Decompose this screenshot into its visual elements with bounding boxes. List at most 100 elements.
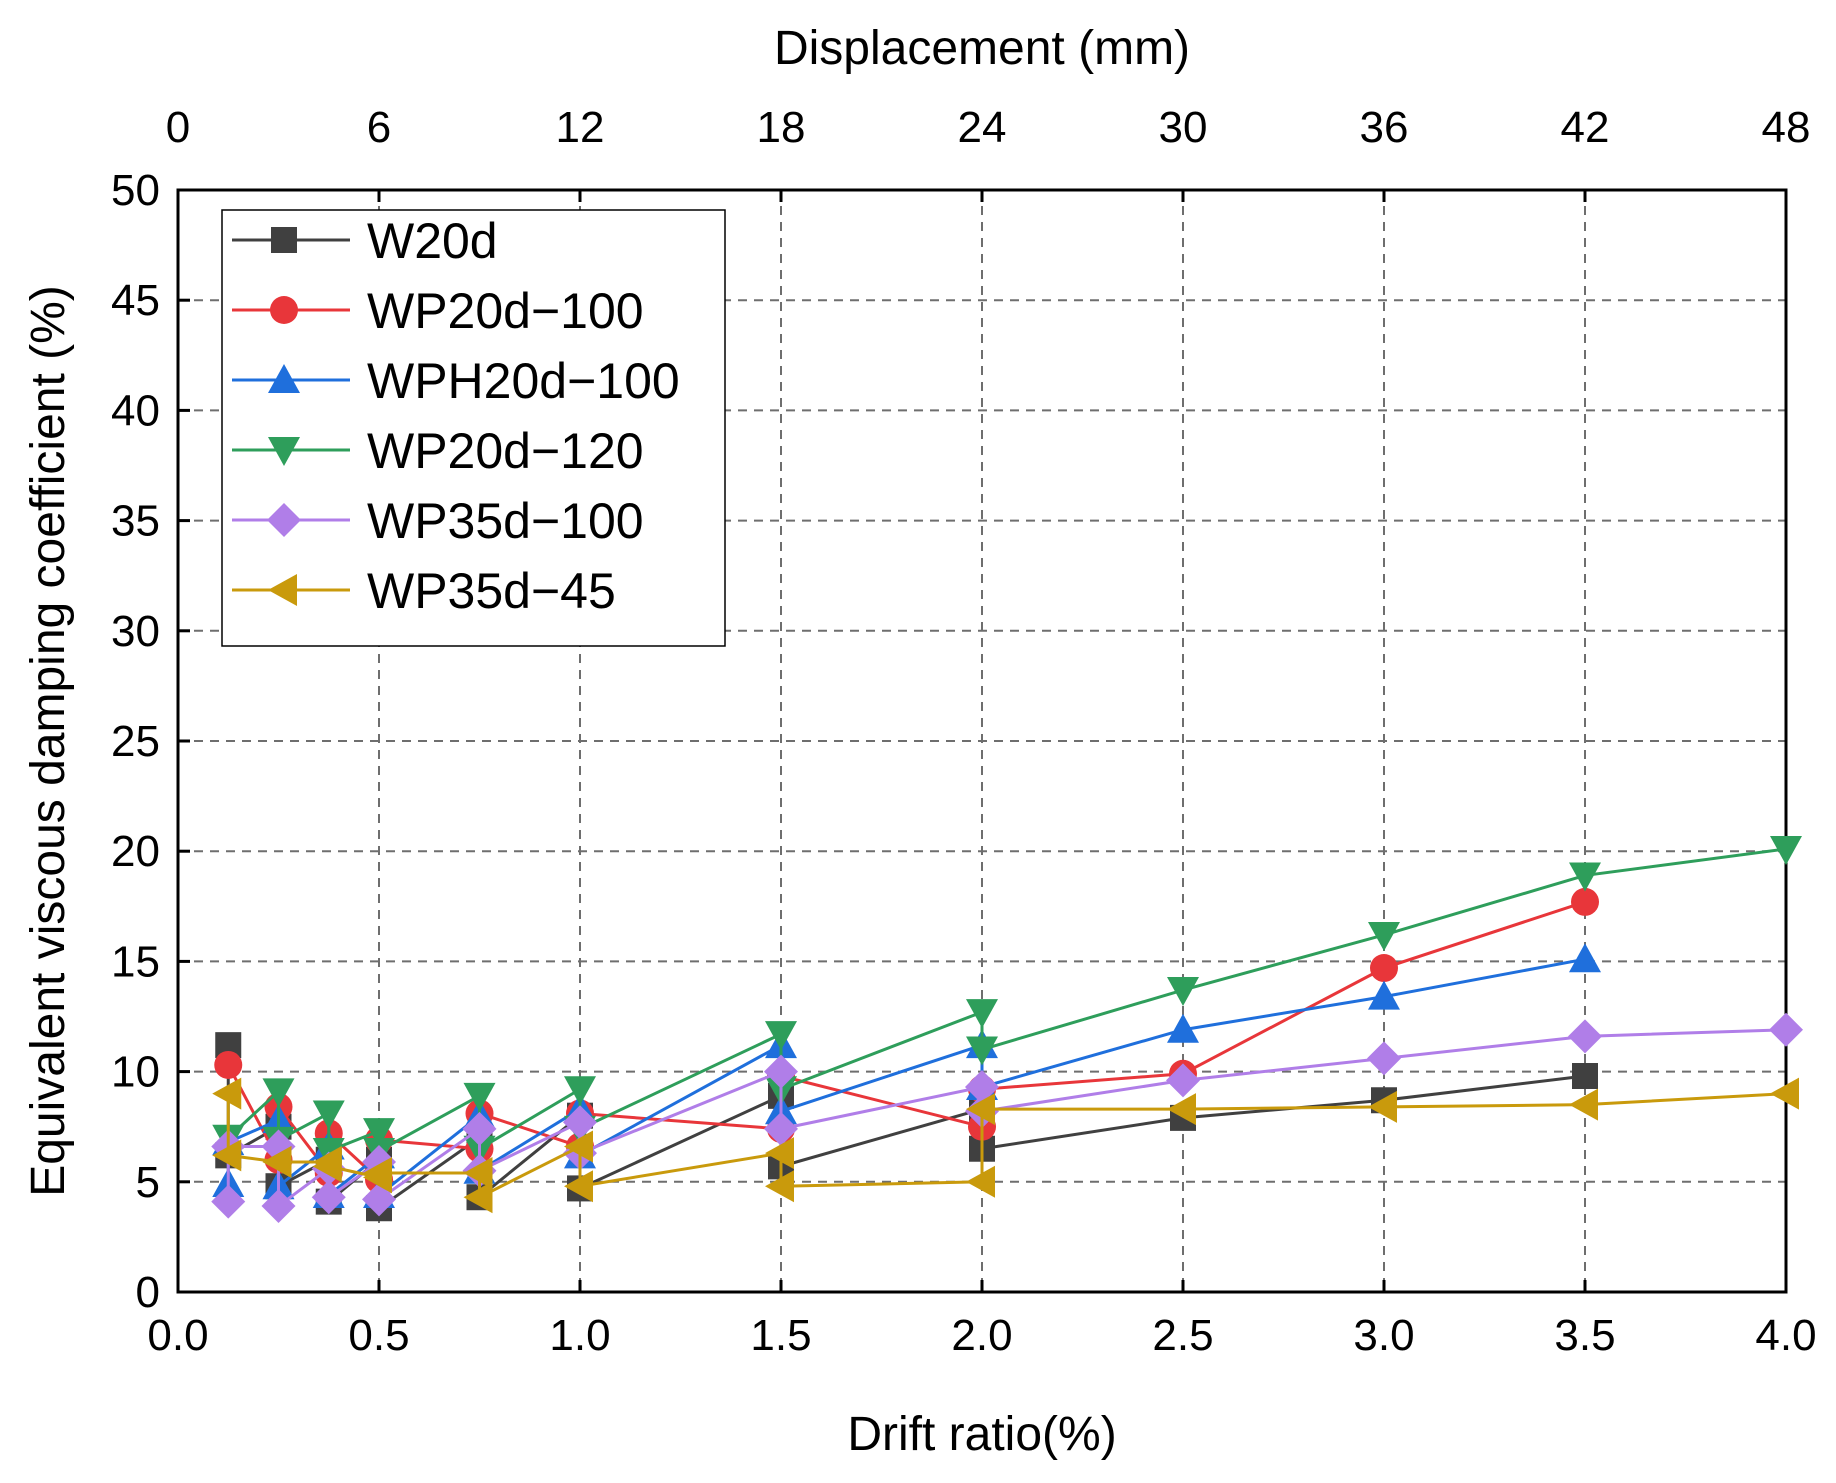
legend-marker <box>271 227 297 253</box>
data-point-wp35d-45 <box>1770 1077 1799 1110</box>
data-point-wph20d-100 <box>1167 1013 1199 1043</box>
series-wp35d-45 <box>212 1077 1799 1214</box>
x-tick-label: 4.0 <box>1755 1311 1816 1360</box>
y-tick-label: 35 <box>111 497 160 546</box>
data-point-wp20d-120 <box>363 1118 395 1148</box>
legend-marker <box>270 296 298 324</box>
data-point-wp35d-45 <box>1569 1088 1598 1121</box>
legend-label: WP20d−120 <box>367 423 644 479</box>
legend-item-wp20d-120: WP20d−120 <box>232 423 644 479</box>
data-point-wp35d-45 <box>212 1139 242 1172</box>
data-point-wp35d-100 <box>1166 1063 1200 1098</box>
legend-label: WP20d−100 <box>367 283 644 339</box>
legend-marker <box>268 364 300 393</box>
data-point-wp20d-120 <box>966 999 998 1029</box>
data-point-wp20d-120 <box>1569 862 1601 892</box>
top-tick-label: 48 <box>1762 103 1811 152</box>
top-tick-label: 36 <box>1360 103 1409 152</box>
data-point-wp35d-45 <box>1368 1090 1397 1123</box>
data-point-wp35d-100 <box>261 1189 296 1224</box>
data-point-wp35d-100 <box>311 1180 346 1215</box>
series-wp20d-120 <box>212 835 1802 1167</box>
data-point-wp35d-45 <box>262 1145 292 1178</box>
data-point-wp35d-45 <box>312 1150 342 1183</box>
data-point-wp35d-100 <box>1568 1019 1602 1054</box>
top-tick-label: 24 <box>958 103 1007 152</box>
data-point-wp35d-45 <box>212 1077 242 1110</box>
top-axis-title: Displacement (mm) <box>774 22 1190 75</box>
y-tick-label: 0 <box>136 1268 160 1317</box>
series-wph20d-100 <box>212 943 1601 1209</box>
y-tick-label: 15 <box>111 937 160 986</box>
x-axis-title: Drift ratio(%) <box>847 1408 1116 1461</box>
data-point-wp20d-100 <box>1571 887 1599 916</box>
data-point-wp20d-120 <box>1770 835 1802 865</box>
data-point-wp35d-100 <box>1769 1012 1803 1047</box>
x-tick-label: 0.0 <box>147 1311 208 1360</box>
data-point-wp20d-120 <box>966 1036 998 1066</box>
data-point-wp20d-120 <box>262 1078 295 1108</box>
data-point-wp20d-120 <box>312 1100 345 1130</box>
legend-item-wph20d-100: WPH20d−100 <box>232 353 680 409</box>
legend-item-wp20d-100: WP20d−100 <box>232 283 644 339</box>
legend-label: W20d <box>367 213 498 269</box>
data-point-wp35d-45 <box>966 1093 995 1126</box>
data-point-wp20d-120 <box>463 1082 496 1112</box>
y-axis-title: Equivalent viscous damping coefficient (… <box>22 285 75 1197</box>
data-point-wp35d-45 <box>363 1156 392 1189</box>
data-point-wp20d-120 <box>1368 921 1400 951</box>
y-tick-label: 10 <box>111 1048 160 1097</box>
data-point-wp35d-100 <box>211 1184 246 1219</box>
data-point-wp20d-100 <box>1370 954 1398 983</box>
top-tick-label: 42 <box>1561 103 1610 152</box>
top-tick-label: 6 <box>367 103 391 152</box>
x-tick-label: 3.0 <box>1353 1311 1414 1360</box>
legend-item-w20d: W20d <box>232 213 498 269</box>
x-tick-label: 1.5 <box>750 1311 811 1360</box>
data-point-wph20d-100 <box>1569 943 1601 973</box>
data-point-wp35d-100 <box>965 1070 999 1105</box>
data-point-wp20d-120 <box>564 1076 596 1106</box>
data-point-wp35d-45 <box>463 1181 493 1214</box>
legend-label: WP35d−45 <box>367 563 616 619</box>
data-point-wp35d-100 <box>764 1111 798 1146</box>
legend-marker <box>268 574 297 606</box>
x-tick-label: 3.5 <box>1554 1311 1615 1360</box>
y-tick-label: 30 <box>111 607 160 656</box>
y-tick-label: 45 <box>111 276 160 325</box>
data-point-wph20d-100 <box>1368 980 1400 1010</box>
legend-marker <box>267 503 301 537</box>
data-point-wp35d-100 <box>563 1105 597 1140</box>
y-tick-label: 40 <box>111 386 160 435</box>
data-point-wp35d-45 <box>1167 1093 1196 1126</box>
x-tick-label: 0.5 <box>348 1311 409 1360</box>
legend-marker <box>268 437 300 466</box>
legend-label: WPH20d−100 <box>367 353 680 409</box>
data-point-wp35d-45 <box>463 1156 493 1189</box>
y-tick-label: 50 <box>111 166 160 215</box>
data-point-wp35d-45 <box>564 1170 593 1203</box>
data-point-wp35d-45 <box>765 1170 794 1203</box>
legend-label: WP35d−100 <box>367 493 644 549</box>
grid-lines <box>178 190 1786 1292</box>
legend-item-wp35d-45: WP35d−45 <box>232 563 616 619</box>
series-line-wp35d-100 <box>226 1028 1787 1208</box>
y-tick-label: 5 <box>136 1158 160 1207</box>
data-point-wp35d-100 <box>1367 1041 1401 1076</box>
legend: W20d WP20d−100 WPH20d−100 WP20d−120 WP35d−10… <box>221 209 726 647</box>
top-tick-label: 18 <box>757 103 806 152</box>
data-point-wp35d-100 <box>362 1182 396 1217</box>
top-tick-label: 12 <box>556 103 605 152</box>
x-tick-label: 2.5 <box>1152 1311 1213 1360</box>
y-tick-label: 20 <box>111 827 160 876</box>
data-point-wp20d-120 <box>765 1021 797 1051</box>
series-wp35d-100 <box>211 1012 1803 1224</box>
data-point-wp35d-100 <box>764 1054 798 1089</box>
data-point-wp35d-45 <box>966 1165 995 1198</box>
tick-labels: 0.000.561.0121.5182.0242.5303.0363.5424.… <box>111 103 1817 1360</box>
top-tick-label: 30 <box>1159 103 1208 152</box>
y-tick-label: 25 <box>111 717 160 766</box>
data-point-wp20d-100 <box>214 1050 243 1079</box>
